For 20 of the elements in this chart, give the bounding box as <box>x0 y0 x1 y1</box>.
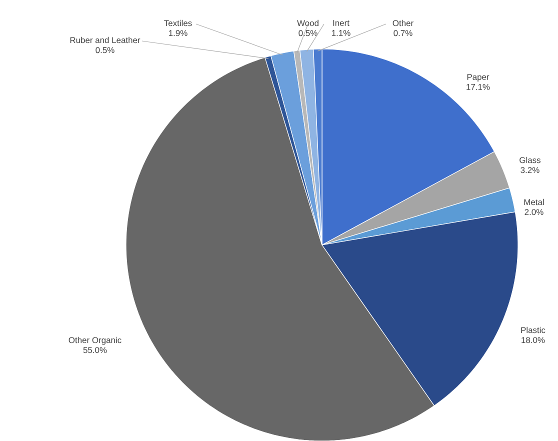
slice-label: Textiles <box>164 20 192 26</box>
data-label: 0.5% <box>96 46 114 53</box>
data-label: 2.0% <box>524 208 544 215</box>
slice-label: Glass <box>520 156 541 163</box>
data-label: 55.0% <box>83 346 107 353</box>
slice-label: Paper <box>467 74 490 82</box>
data-label: 1.9% <box>168 30 188 36</box>
data-label: 0.5% <box>298 30 318 36</box>
slice-label: Inert <box>333 20 350 26</box>
data-label: 18.0% <box>522 336 545 343</box>
slice-label: Other Organic <box>68 336 122 345</box>
slice-label: Ruber and Leather <box>70 36 140 43</box>
data-label: 17.1% <box>466 84 490 90</box>
data-label: 3.2% <box>520 166 540 173</box>
slice-label: Other <box>392 20 414 26</box>
data-label: 1.1% <box>332 30 350 36</box>
slice-label: Plastic <box>521 326 546 333</box>
slice-label: Metal <box>524 198 544 205</box>
data-label: 0.7% <box>394 30 412 36</box>
slice-label: Wood <box>297 20 318 26</box>
